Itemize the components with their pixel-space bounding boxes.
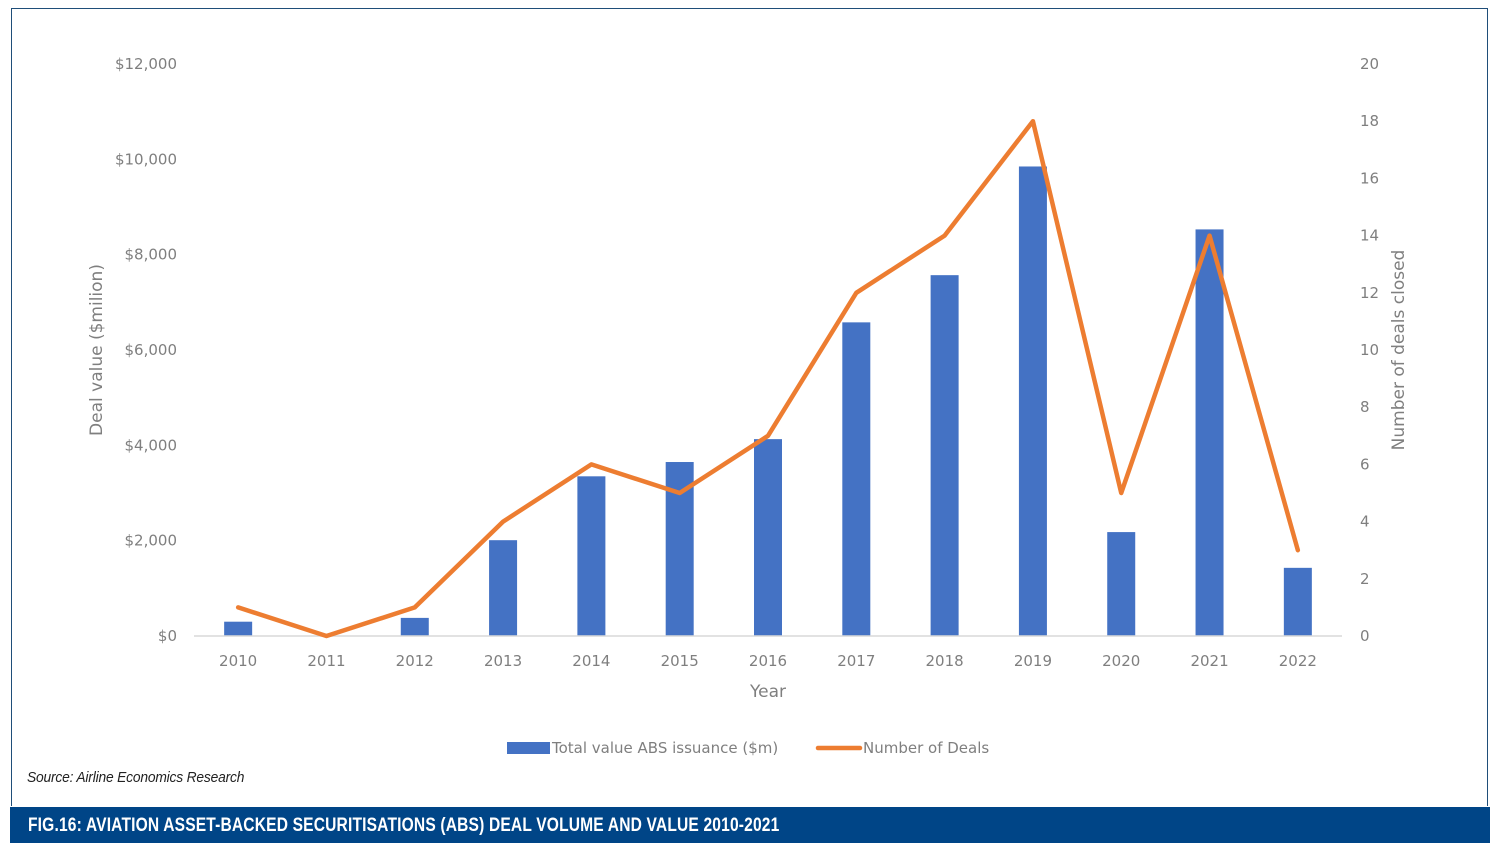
bar-2013 <box>489 540 518 636</box>
x-tick-label: 2014 <box>572 652 610 670</box>
bar-series <box>224 166 1312 637</box>
x-axis-ticks: 2010 2011 2012 2013 2014 2015 2016 2017 2018 2019… <box>219 652 1317 670</box>
x-axis-title: Year <box>749 682 786 702</box>
y-axis-left-ticks: $0 $2,000 $4,000 $6,000 $8,000 $10,000 $12,000 <box>115 55 177 645</box>
y2-tick-label: 12 <box>1360 284 1379 302</box>
x-tick-label: 2011 <box>307 652 345 670</box>
legend-label-bar: Total value ABS issuance ($m) <box>551 739 778 757</box>
x-tick-label: 2013 <box>484 652 522 670</box>
bar-2022 <box>1283 567 1312 636</box>
figure-title-bar: FIG.16: AVIATION ASSET-BACKED SECURITISA… <box>10 807 1490 843</box>
bar-2010 <box>224 621 253 636</box>
y-axis-right-ticks: 0 2 4 6 8 10 12 14 16 18 20 <box>1360 55 1379 645</box>
y-tick-label: $12,000 <box>115 55 177 73</box>
legend-swatch-bar <box>507 742 550 754</box>
y2-tick-label: 4 <box>1360 513 1370 531</box>
y2-tick-label: 16 <box>1360 169 1379 187</box>
y2-tick-label: 2 <box>1360 570 1370 588</box>
y2-tick-label: 10 <box>1360 341 1379 359</box>
x-tick-label: 2020 <box>1102 652 1140 670</box>
figure-title: FIG.16: AVIATION ASSET-BACKED SECURITISA… <box>28 815 780 836</box>
bar-2021 <box>1195 229 1224 637</box>
bar-2020 <box>1107 532 1136 636</box>
bar-2017 <box>842 322 871 636</box>
x-tick-label: 2010 <box>219 652 257 670</box>
x-tick-label: 2012 <box>396 652 434 670</box>
bar-2014 <box>577 476 606 636</box>
bar-2018 <box>930 275 959 636</box>
line-series-number-of-deals <box>235 118 1301 639</box>
bar-2019 <box>1018 166 1047 636</box>
x-tick-label: 2022 <box>1279 652 1317 670</box>
y2-tick-label: 18 <box>1360 112 1379 130</box>
y2-tick-label: 6 <box>1360 455 1370 473</box>
x-tick-label: 2019 <box>1014 652 1052 670</box>
y2-tick-label: 0 <box>1360 627 1370 645</box>
source-note: Source: Airline Economics Research <box>27 769 245 786</box>
bar-2012 <box>400 617 429 636</box>
y-tick-label: $4,000 <box>125 436 178 454</box>
y-tick-label: $8,000 <box>125 246 178 264</box>
y-tick-label: $10,000 <box>115 150 177 168</box>
legend: Total value ABS issuance ($m) Number of … <box>507 739 989 757</box>
y-axis-right-title: Number of deals closed <box>1389 250 1409 451</box>
x-tick-label: 2016 <box>749 652 787 670</box>
y2-tick-label: 14 <box>1360 227 1379 245</box>
x-tick-label: 2018 <box>926 652 964 670</box>
x-tick-label: 2017 <box>837 652 875 670</box>
x-tick-label: 2015 <box>661 652 699 670</box>
y-tick-label: $6,000 <box>125 341 178 359</box>
y2-tick-label: 20 <box>1360 55 1379 73</box>
x-tick-label: 2021 <box>1190 652 1228 670</box>
bar-2016 <box>754 439 782 636</box>
y-tick-label: $0 <box>158 627 177 645</box>
y2-tick-label: 8 <box>1360 398 1370 416</box>
y-tick-label: $2,000 <box>125 532 178 550</box>
y-axis-left-title: Deal value ($milion) <box>87 264 107 436</box>
legend-label-line: Number of Deals <box>863 739 989 757</box>
chart-frame <box>11 8 1488 806</box>
